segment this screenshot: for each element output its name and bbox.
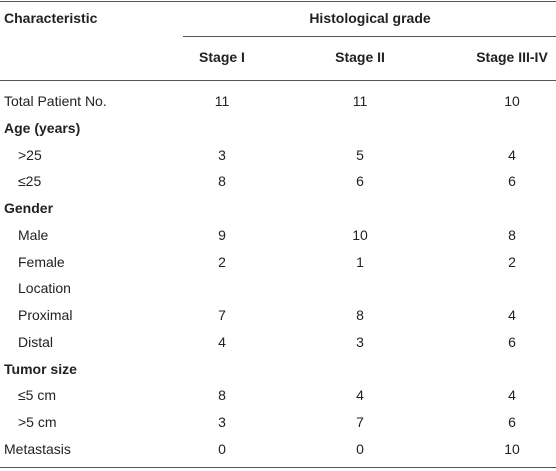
cell-value: 4: [508, 307, 516, 323]
cell-value: 5: [356, 146, 364, 163]
cell-value: 6: [356, 173, 364, 190]
row-label: Distal: [18, 333, 54, 350]
cell-value: 6: [508, 173, 516, 190]
cell-value: 4: [508, 146, 516, 163]
section-label: Age (years): [4, 119, 81, 136]
row-label: Male: [18, 226, 49, 243]
cell-value: 7: [356, 414, 364, 430]
cell-value: 2: [218, 253, 226, 270]
cell-value: 11: [214, 93, 230, 109]
row-label: >25: [18, 146, 42, 163]
group-rule: [183, 36, 556, 37]
row-label: Total Patient No.: [4, 93, 107, 109]
cell-value: 10: [352, 226, 368, 243]
cell-value: 11: [352, 93, 368, 109]
cell-value: 6: [508, 333, 516, 350]
cell-value: 8: [356, 307, 364, 323]
cell-value: 10: [504, 440, 520, 457]
cell-value: 0: [356, 440, 364, 457]
cell-value: 3: [218, 146, 226, 163]
row-label: >5 cm: [18, 414, 57, 430]
cell-value: 1: [356, 253, 364, 270]
row-label: Location: [18, 280, 71, 297]
row-label: Proximal: [18, 307, 73, 323]
top-rule: [0, 1, 556, 2]
cell-value: 3: [218, 414, 226, 430]
cell-value: 2: [508, 253, 516, 270]
cell-value: 8: [218, 173, 226, 190]
cell-value: 6: [508, 414, 516, 430]
column-header: Stage III-IV: [476, 49, 548, 65]
cell-value: 4: [356, 387, 364, 404]
column-header: Stage II: [335, 49, 385, 65]
bottom-rule: [0, 467, 556, 468]
row-label: Female: [18, 253, 65, 270]
cell-value: 10: [504, 93, 520, 109]
section-label: Gender: [4, 200, 54, 216]
cell-value: 8: [218, 387, 226, 404]
cell-value: 9: [218, 226, 226, 243]
cell-value: 8: [508, 226, 516, 243]
column-header: Stage I: [199, 49, 245, 65]
column-header: Characteristic: [4, 10, 98, 26]
section-label: Tumor size: [4, 360, 77, 377]
header-rule: [0, 80, 556, 81]
cell-value: 7: [218, 307, 226, 323]
cell-value: 4: [508, 387, 516, 404]
row-label: Metastasis: [4, 440, 71, 457]
cell-value: 0: [218, 440, 226, 457]
cell-value: 3: [356, 333, 364, 350]
row-label: ≤5 cm: [18, 387, 57, 404]
cell-value: 4: [218, 333, 226, 350]
group-header: Histological grade: [309, 10, 431, 26]
row-label: ≤25: [18, 173, 42, 190]
